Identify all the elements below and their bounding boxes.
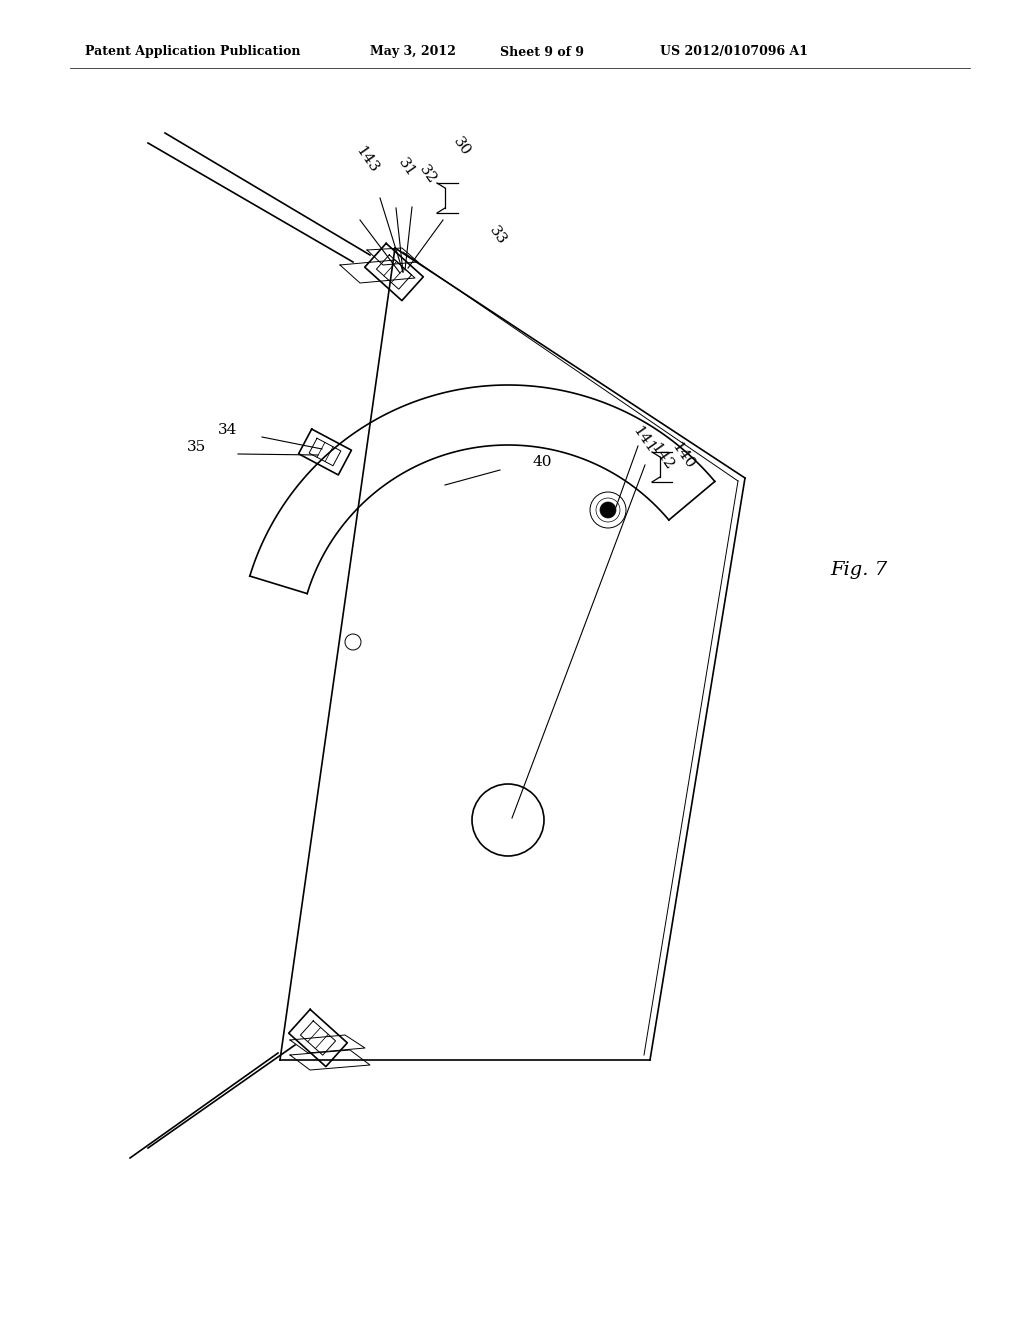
Text: 32: 32 <box>417 164 439 187</box>
Text: 35: 35 <box>187 440 207 454</box>
Circle shape <box>600 502 616 517</box>
Text: 34: 34 <box>218 422 238 437</box>
Text: 31: 31 <box>395 156 418 180</box>
Text: May 3, 2012: May 3, 2012 <box>370 45 456 58</box>
Text: 140: 140 <box>669 440 697 473</box>
Text: 143: 143 <box>353 144 381 176</box>
Text: 33: 33 <box>486 224 509 248</box>
Text: US 2012/0107096 A1: US 2012/0107096 A1 <box>660 45 808 58</box>
Text: 40: 40 <box>532 455 552 469</box>
Text: Fig. 7: Fig. 7 <box>830 561 887 579</box>
Text: Patent Application Publication: Patent Application Publication <box>85 45 300 58</box>
Text: 30: 30 <box>451 135 473 158</box>
Text: Sheet 9 of 9: Sheet 9 of 9 <box>500 45 584 58</box>
Text: 142: 142 <box>648 441 676 473</box>
Text: 141: 141 <box>630 424 658 455</box>
